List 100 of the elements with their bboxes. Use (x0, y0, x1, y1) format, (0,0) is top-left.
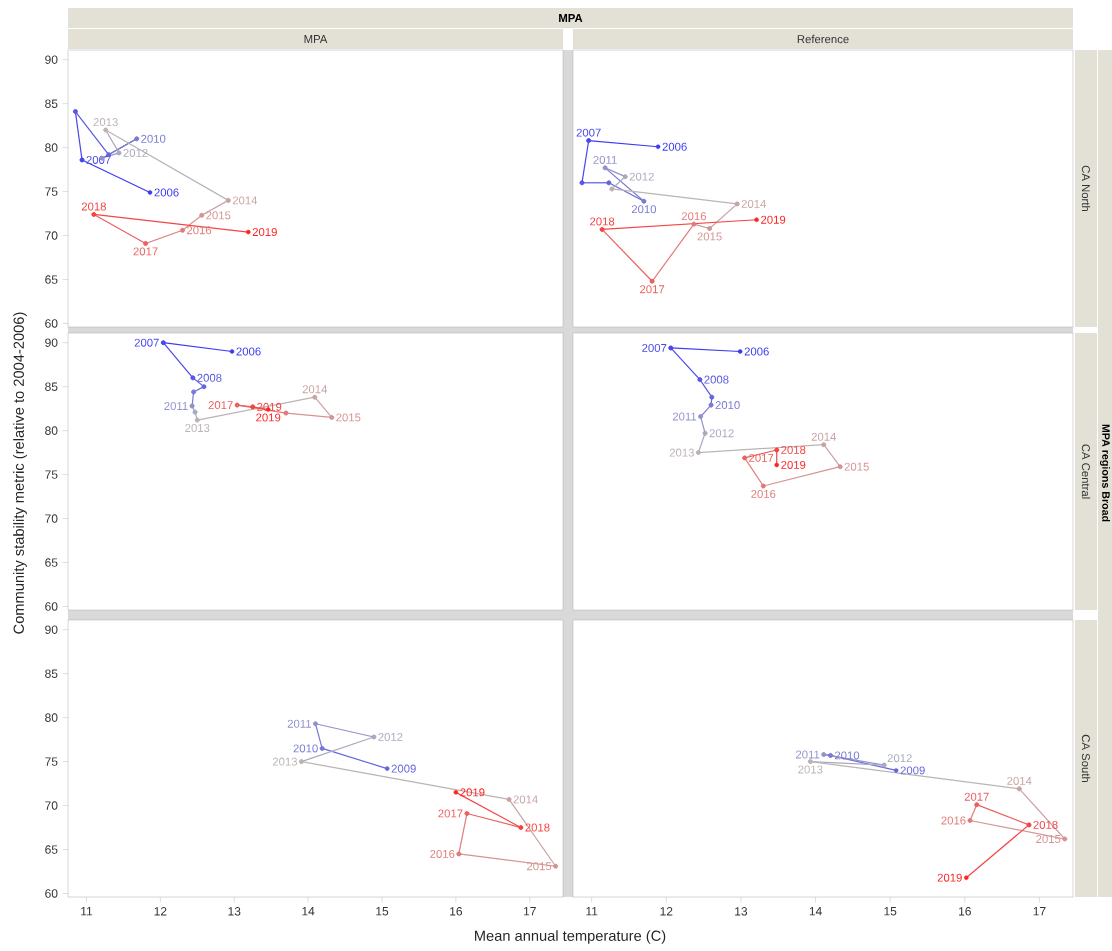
annotation: 2017 (749, 453, 774, 462)
y-tick-label: 75 (45, 470, 58, 479)
x-tick-label: 12 (154, 907, 167, 916)
annotation: 2018 (590, 217, 615, 226)
y-tick-label: 90 (45, 625, 58, 634)
y-axis-title: Community stability metric (relative to 2004-2006) (13, 312, 27, 634)
annotation: 2008 (197, 373, 222, 382)
text: MPA regions Broad (1100, 424, 1111, 522)
annotation: 2009 (391, 764, 416, 773)
annotation: 2018 (781, 445, 806, 454)
annotation: 2019 (761, 215, 786, 224)
annotation: 2009 (900, 766, 925, 775)
y-tick-label: 60 (45, 889, 58, 898)
annotation: 2012 (887, 754, 912, 763)
annotation: 2015 (844, 462, 869, 471)
annotation: 2012 (378, 732, 403, 741)
annotation: 2013 (93, 118, 118, 127)
annotation: 2016 (187, 226, 212, 235)
y-tick-label: 80 (45, 426, 58, 435)
x-tick-label: 16 (959, 907, 971, 916)
annotation: 2013 (669, 448, 694, 457)
annotation: 2014 (741, 199, 767, 208)
x-tick-label: 17 (1033, 907, 1046, 916)
chart-title: MPA (304, 35, 328, 43)
y-tick-label: 85 (45, 669, 58, 678)
x-tick-label: 11 (81, 907, 93, 916)
annotation: 2012 (629, 172, 654, 181)
y-tick-label: 90 (45, 338, 58, 347)
annotation: 2010 (834, 751, 860, 760)
annotation: 2016 (751, 489, 776, 498)
annotation: 2019 (460, 788, 485, 797)
y-tick-label: 75 (45, 187, 58, 196)
annotation: 2007 (134, 338, 159, 347)
annotation: 2013 (798, 765, 823, 774)
y-tick-label: 70 (45, 801, 58, 810)
x-tick-label: 11 (586, 907, 598, 916)
annotation: 2011 (672, 412, 697, 421)
annotation: 2014 (811, 432, 837, 441)
y-tick-label: 65 (45, 558, 58, 567)
annotation: 2008 (704, 375, 729, 384)
annotation: 2011 (593, 155, 617, 164)
y2-axis-title: CA South (1081, 734, 1091, 783)
annotation: 2006 (154, 188, 179, 197)
text: MPA (559, 14, 583, 22)
annotation: 2019 (252, 228, 277, 237)
annotation: 2017 (133, 247, 158, 256)
annotation: 2014 (232, 196, 258, 205)
y-tick-label: 70 (45, 231, 58, 240)
annotation: 2007 (642, 343, 667, 352)
annotation: 2014 (302, 385, 328, 394)
annotation: 2016 (681, 212, 707, 221)
annotation: 2010 (715, 401, 740, 410)
annotation: 2012 (709, 429, 734, 438)
x-tick-label: 16 (450, 907, 463, 916)
annotation: 2010 (293, 744, 318, 753)
y-tick-label: 60 (45, 319, 58, 328)
y-tick-label: 80 (45, 713, 58, 722)
x-tick-label: 12 (660, 907, 673, 916)
annotation: 2006 (662, 142, 687, 151)
x-tick-label: 13 (228, 907, 241, 916)
annotation: 2010 (631, 205, 657, 214)
annotation: 2017 (208, 401, 233, 410)
annotation: 2016 (430, 849, 455, 858)
annotation: 2014 (513, 795, 538, 804)
annotation: 2012 (123, 148, 148, 157)
annotation: 2015 (1036, 834, 1061, 843)
x-tick-label: 14 (302, 907, 315, 916)
annotation: 2019 (256, 413, 281, 422)
annotation: 2017 (964, 792, 989, 801)
x-tick-label: 13 (735, 907, 748, 916)
annotation: 2013 (272, 757, 298, 766)
y-tick-label: 75 (45, 757, 58, 766)
annotation: 2019 (781, 460, 806, 469)
annotation: 2006 (236, 347, 261, 356)
y-tick-label: 60 (45, 602, 58, 611)
annotation: 2014 (1007, 776, 1032, 785)
x-tick-label: 15 (884, 907, 897, 916)
y-tick-label: 85 (45, 99, 58, 108)
y2-axis-title: CA Central (1081, 444, 1091, 499)
annotation: 2011 (287, 719, 312, 728)
y-tick-label: 90 (45, 55, 58, 64)
y-tick-label: 70 (45, 514, 58, 523)
annotation: 2007 (576, 128, 601, 137)
x-tick-label: 14 (809, 907, 822, 916)
y2-axis-title: CA North (1081, 165, 1091, 212)
y-tick-label: 85 (45, 382, 58, 391)
annotation: 2016 (941, 816, 966, 825)
annotation: 2017 (438, 809, 463, 818)
annotation: 2015 (206, 211, 231, 220)
annotation: 2015 (697, 232, 722, 241)
annotation: 2015 (336, 413, 361, 422)
annotation: 2018 (81, 202, 106, 211)
x-axis-title: Mean annual temperature (C) (475, 930, 666, 944)
chart-title: Reference (797, 34, 849, 44)
annotation: 2011 (796, 750, 820, 759)
annotation: 2018 (525, 823, 550, 832)
annotation: 2013 (185, 424, 210, 433)
x-tick-label: 15 (376, 907, 389, 916)
annotation: 2015 (527, 862, 552, 871)
annotation: 2011 (164, 401, 188, 410)
